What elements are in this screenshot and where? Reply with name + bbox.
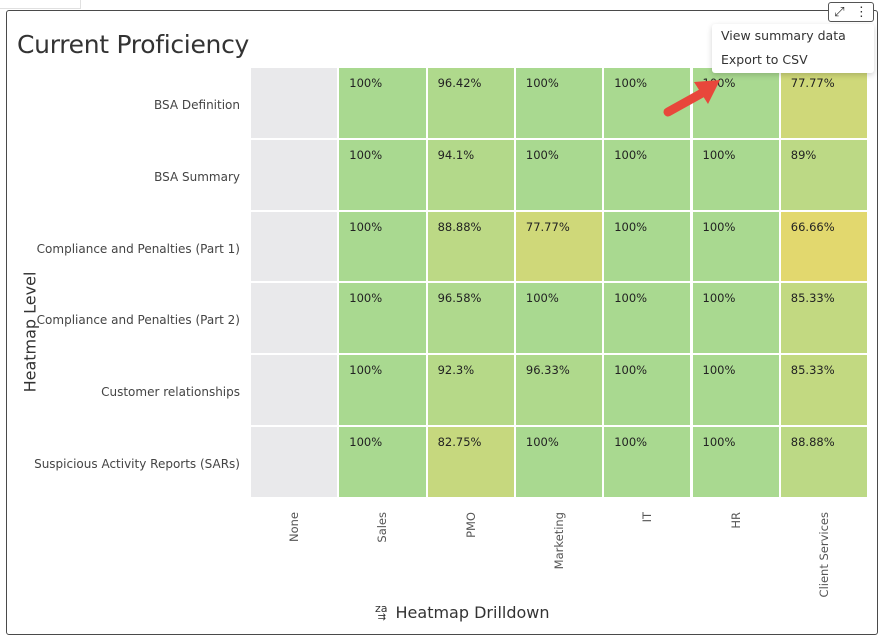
column-label: None xyxy=(287,512,302,543)
heatmap-cell[interactable]: 100% xyxy=(603,282,692,355)
row-label: Suspicious Activity Reports (SARs) xyxy=(34,456,240,471)
heatmap-cell[interactable]: 100% xyxy=(338,210,427,283)
kebab-menu-icon[interactable]: ⋮ xyxy=(854,4,868,19)
heatmap-cell[interactable]: 100% xyxy=(514,426,604,498)
chart-title: Current Proficiency xyxy=(17,30,250,59)
heatmap-cell[interactable]: 100% xyxy=(338,354,427,426)
heatmap-cell[interactable]: 100% xyxy=(691,354,780,426)
heatmap-cell[interactable]: 66.66% xyxy=(779,210,869,283)
heatmap-cell[interactable]: 100% xyxy=(691,138,780,211)
x-axis-label: Heatmap Drilldown xyxy=(395,603,550,622)
column-label: Marketing xyxy=(552,512,567,570)
heatmap-cell[interactable]: 100% xyxy=(514,282,604,355)
heatmap-cell[interactable]: 100% xyxy=(603,210,692,283)
row-label: Compliance and Penalties (Part 2) xyxy=(36,313,240,328)
heatmap-cell[interactable]: 100% xyxy=(338,138,427,211)
heatmap-cell[interactable]: 92.3% xyxy=(426,354,515,426)
heatmap-cell[interactable]: 100% xyxy=(691,67,780,139)
x-axis-label-group[interactable]: za ⇉ Heatmap Drilldown xyxy=(375,601,550,623)
y-axis-label: Heatmap Level xyxy=(20,271,40,393)
context-menu: View summary data Export to CSV xyxy=(712,24,874,73)
heatmap-cell[interactable]: 100% xyxy=(514,138,604,211)
column-label: Sales xyxy=(375,512,390,543)
row-label: BSA Summary xyxy=(154,169,240,184)
column-label: HR xyxy=(728,512,743,529)
heatmap-cell[interactable] xyxy=(250,210,339,283)
heatmap-cell[interactable]: 100% xyxy=(603,354,692,426)
expand-icon[interactable]: ⤢ xyxy=(834,4,845,19)
heatmap-cell[interactable]: 96.33% xyxy=(514,354,604,426)
column-label: PMO xyxy=(463,512,478,538)
row-label: Customer relationships xyxy=(101,385,240,400)
heatmap-cell[interactable]: 100% xyxy=(603,426,692,498)
heatmap-cell[interactable]: 100% xyxy=(514,67,604,139)
heatmap-cell[interactable]: 96.42% xyxy=(426,67,515,139)
heatmap-cell[interactable]: 100% xyxy=(691,210,780,283)
heatmap-cell[interactable] xyxy=(250,138,339,211)
heatmap-cell[interactable]: 100% xyxy=(691,426,780,498)
menu-item-view-summary-data[interactable]: View summary data xyxy=(721,28,846,43)
heatmap-cell[interactable]: 85.33% xyxy=(779,354,869,426)
top-divider xyxy=(0,0,81,9)
heatmap-cell[interactable]: 89% xyxy=(779,138,869,211)
heatmap-cell[interactable]: 77.77% xyxy=(779,67,869,139)
heatmap-cell[interactable]: 100% xyxy=(338,282,427,355)
heatmap-cell[interactable]: 88.88% xyxy=(779,426,869,498)
row-label: BSA Definition xyxy=(154,97,240,112)
heatmap-cell[interactable]: 77.77% xyxy=(514,210,604,283)
heatmap-cell[interactable]: 100% xyxy=(338,426,427,498)
heatmap-cell[interactable]: 88.88% xyxy=(426,210,515,283)
menu-item-export-to-csv[interactable]: Export to CSV xyxy=(721,52,808,67)
heatmap-cell[interactable]: 82.75% xyxy=(426,426,515,498)
column-label: Client Services xyxy=(816,512,831,598)
heatmap-cell[interactable] xyxy=(250,426,339,498)
heatmap-cell[interactable]: 100% xyxy=(603,138,692,211)
column-label: IT xyxy=(640,512,655,523)
chart-controls: ⤢ ⋮ xyxy=(828,2,874,22)
sort-za-icon[interactable]: za ⇉ xyxy=(375,601,388,623)
heatmap-cell[interactable] xyxy=(250,354,339,426)
heatmap-cell[interactable]: 94.1% xyxy=(426,138,515,211)
red-arrow-icon xyxy=(663,80,720,117)
heatmap-cell[interactable] xyxy=(250,67,339,139)
heatmap-cell[interactable]: 85.33% xyxy=(779,282,869,355)
heatmap-cell[interactable]: 96.58% xyxy=(426,282,515,355)
heatmap-cell[interactable]: 100% xyxy=(691,282,780,355)
heatmap-cell[interactable] xyxy=(250,282,339,355)
heatmap-cell[interactable]: 100% xyxy=(338,67,427,139)
row-label: Compliance and Penalties (Part 1) xyxy=(36,241,240,256)
